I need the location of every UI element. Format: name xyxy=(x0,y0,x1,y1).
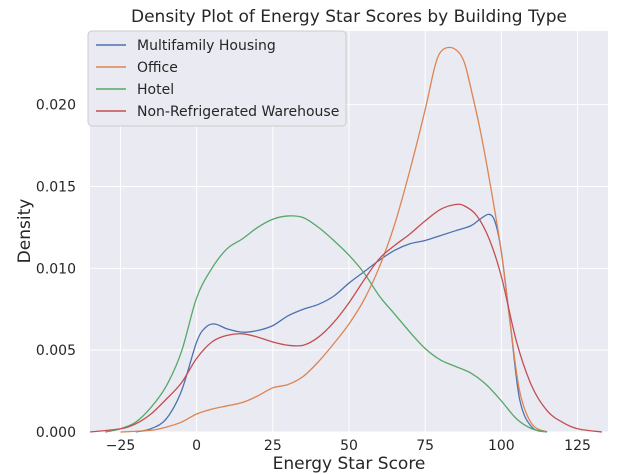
x-axis-label: Energy Star Score xyxy=(273,454,426,474)
x-tick-label: 75 xyxy=(416,438,434,454)
x-tick-label: 25 xyxy=(264,438,282,454)
legend-entry: Non-Refrigerated Warehouse xyxy=(137,104,339,120)
series-line-1 xyxy=(120,46,548,433)
legend-box xyxy=(87,30,347,127)
chart-title: Density Plot of Energy Star Scores by Bu… xyxy=(131,7,567,27)
series-lines xyxy=(89,46,602,433)
y-tick-labels: 0.000 0.005 0.010 0.015 0.020 xyxy=(36,98,76,441)
series-line-3 xyxy=(89,203,602,433)
y-tick-label: 0.010 xyxy=(36,261,76,277)
x-tick-label: 0 xyxy=(192,438,201,454)
legend-entry: Hotel xyxy=(137,82,174,98)
y-tick-label: 0.020 xyxy=(36,98,76,114)
x-tick-label: −25 xyxy=(106,438,136,454)
y-tick-label: 0.005 xyxy=(36,343,76,359)
x-tick-label: 125 xyxy=(564,438,591,454)
series-line-0 xyxy=(135,213,548,433)
series-line-2 xyxy=(105,215,548,433)
x-tick-labels: −25 0 25 50 75 100 125 xyxy=(106,438,591,454)
y-axis-label: Density xyxy=(15,199,35,264)
legend-entry: Multifamily Housing xyxy=(137,38,276,54)
y-tick-label: 0.000 xyxy=(36,425,76,441)
x-tick-label: 100 xyxy=(488,438,515,454)
legend-entry: Office xyxy=(137,60,178,76)
legend: Multifamily Housing Office Hotel Non-Refrig… xyxy=(87,30,347,127)
x-tick-label: 50 xyxy=(340,438,358,454)
y-tick-label: 0.015 xyxy=(36,179,76,195)
